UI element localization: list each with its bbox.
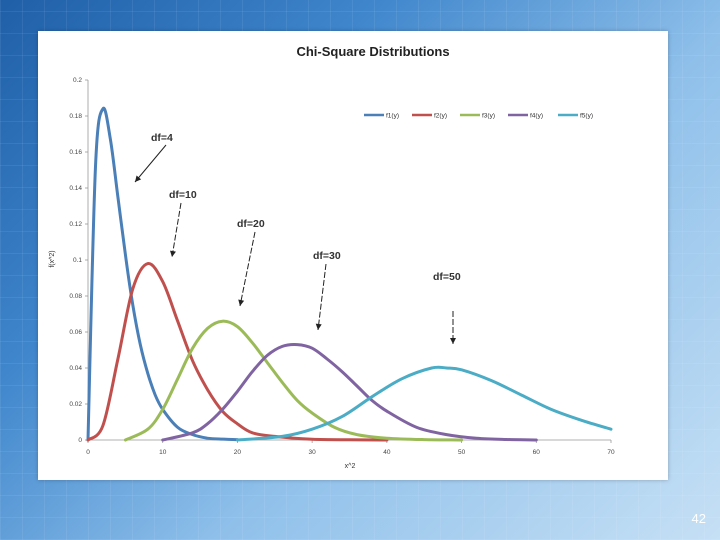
annotation-df-30: df=30 (313, 250, 341, 331)
annotation-arrow (317, 263, 327, 331)
annotation-arrow (171, 202, 182, 258)
annotation-label: df=4 (151, 132, 173, 144)
series-line-f1y (86, 106, 239, 442)
y-tick-label: 0.04 (69, 365, 82, 372)
arrowhead (315, 323, 322, 330)
y-tick-label: 0 (78, 437, 82, 444)
y-tick-label: 0.2 (73, 77, 82, 84)
annotation-df-50: df=50 (433, 271, 461, 344)
x-tick-label: 0 (86, 449, 90, 456)
annotation-label: df=10 (169, 189, 197, 201)
y-tick-label: 0.12 (69, 221, 82, 228)
legend-item: f3(y) (460, 113, 495, 120)
arrowhead (170, 250, 176, 257)
x-tick-label: 30 (309, 449, 317, 456)
y-tick-label: 0.16 (69, 149, 82, 156)
annotation-arrow (239, 231, 256, 307)
annotation-label: df=20 (237, 218, 265, 230)
legend-label: f4(y) (530, 113, 543, 120)
legend: f1(y) f2(y) f3(y) f4(y) f5(y) (364, 113, 593, 120)
annotation-df-4: df=4 (134, 132, 173, 183)
x-tick-label: 20 (234, 449, 242, 456)
arrowhead (135, 175, 142, 182)
arrowhead (450, 338, 456, 344)
y-tick-label: 0.14 (69, 185, 82, 192)
y-tick-label: 0.1 (73, 257, 82, 264)
legend-label: f5(y) (580, 113, 593, 120)
x-tick-label: 50 (458, 449, 466, 456)
legend-label: f1(y) (386, 113, 399, 120)
chart-card: Chi-Square Distributions x^2 f(x^2) 0 0.0… (38, 31, 668, 480)
annotation-df-20: df=20 (237, 218, 265, 307)
legend-label: f3(y) (482, 113, 495, 120)
series-line-f3y (123, 319, 464, 442)
y-axis-label: f(x^2) (49, 250, 56, 267)
annotation-arrow (134, 144, 167, 183)
series-line-f4y (161, 343, 538, 442)
series-line-f2y (86, 262, 389, 442)
chart-title: Chi-Square Distributions (296, 44, 449, 59)
x-tick-label: 10 (159, 449, 167, 456)
slide-number: 42 (691, 511, 706, 526)
annotations: df=4 df=10 df=20 df=30 df=50 (134, 132, 461, 344)
legend-item: f5(y) (558, 113, 593, 120)
series-layer (86, 106, 613, 442)
x-tick-label: 60 (533, 449, 541, 456)
x-tick-label: 40 (383, 449, 391, 456)
legend-item: f1(y) (364, 113, 399, 120)
annotation-label: df=50 (433, 271, 461, 283)
annotation-label: df=30 (313, 250, 341, 262)
annotation-df-10: df=10 (169, 189, 197, 258)
y-tick-label: 0.02 (69, 401, 82, 408)
x-axis-label: x^2 (345, 463, 356, 470)
y-tick-label: 0.18 (69, 113, 82, 120)
legend-label: f2(y) (434, 113, 447, 120)
legend-item: f2(y) (412, 113, 447, 120)
legend-item: f4(y) (508, 113, 543, 120)
y-tick-label: 0.08 (69, 293, 82, 300)
arrowhead (238, 299, 245, 306)
y-tick-label: 0.06 (69, 329, 82, 336)
series-line-f5y (235, 365, 613, 442)
chi-square-chart: Chi-Square Distributions x^2 f(x^2) 0 0.0… (49, 44, 615, 470)
x-tick-label: 70 (607, 449, 615, 456)
